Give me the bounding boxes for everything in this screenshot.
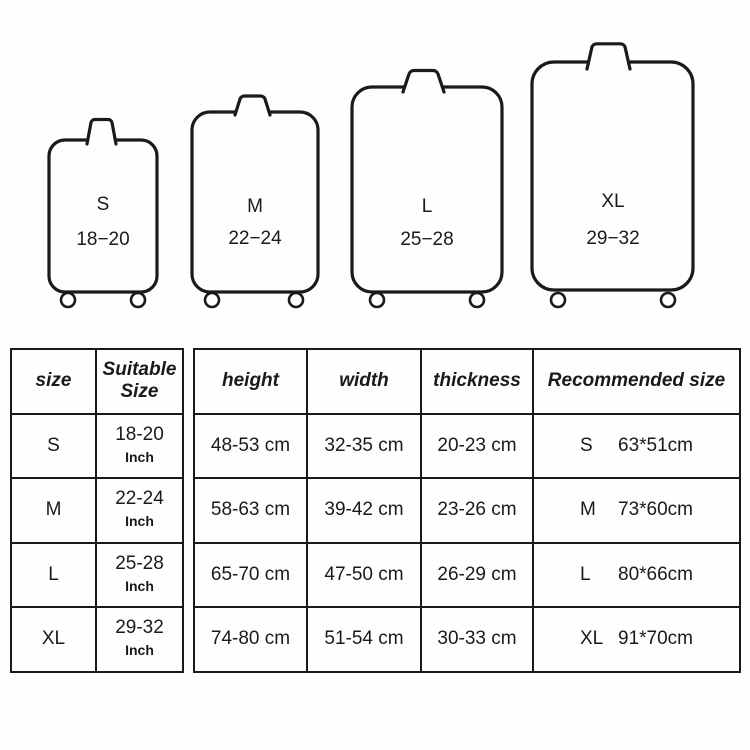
svg-text:L: L bbox=[422, 196, 433, 217]
svg-text:XL: XL bbox=[601, 191, 624, 212]
svg-text:18−20: 18−20 bbox=[76, 229, 129, 250]
svg-text:M: M bbox=[247, 196, 263, 217]
svg-text:25−28: 25−28 bbox=[400, 229, 453, 250]
svg-text:S: S bbox=[97, 194, 110, 215]
svg-text:22−24: 22−24 bbox=[228, 228, 282, 249]
svg-text:29−32: 29−32 bbox=[586, 228, 639, 249]
